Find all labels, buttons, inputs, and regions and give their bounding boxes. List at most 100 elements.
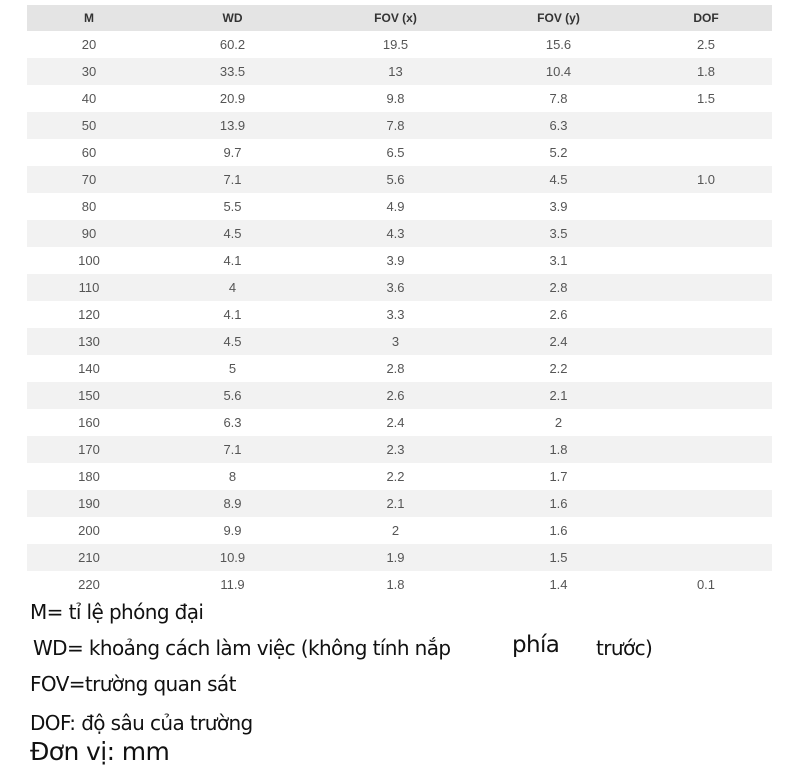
- table-row: 90 4.5 4.3 3.5: [27, 220, 772, 247]
- table-cell: 5.5: [223, 199, 242, 214]
- table-cell: 9.9: [223, 523, 242, 538]
- table-cell: 13: [314, 58, 477, 85]
- table-cell: 1.7: [549, 469, 568, 484]
- table-cell: 4.3: [314, 220, 477, 247]
- table-cell: [640, 436, 772, 463]
- column-header: FOV (x): [314, 5, 477, 31]
- table-cell: 33.5: [151, 58, 314, 85]
- table-row: 170 7.1 2.3 1.8: [27, 436, 772, 463]
- table-cell: 210: [27, 544, 151, 571]
- table-cell: 6.3: [477, 112, 640, 139]
- table-cell: 8.9: [151, 490, 314, 517]
- table-cell: 3.1: [549, 253, 568, 268]
- column-header: DOF: [640, 5, 772, 31]
- table-cell: 1.0: [640, 166, 772, 193]
- table-cell: [640, 274, 772, 301]
- table-row: 100 4.1 3.9 3.1: [27, 247, 772, 274]
- table-cell: [640, 409, 772, 436]
- table-cell: 190: [27, 490, 151, 517]
- table-row: 140 5 2.8 2.2: [27, 355, 772, 382]
- table-cell: 2.6: [314, 382, 477, 409]
- table-cell: 6.5: [386, 145, 405, 160]
- table-cell: 2.1: [314, 490, 477, 517]
- table-row: 80 5.5 4.9 3.9: [27, 193, 772, 220]
- table-row: 150 5.6 2.6 2.1: [27, 382, 772, 409]
- table-cell: 1.5: [477, 544, 640, 571]
- table-cell: 1.6: [477, 490, 640, 517]
- table-cell: 100: [78, 253, 100, 268]
- table-cell: 1.5: [696, 91, 716, 106]
- table-cell: 2.2: [549, 361, 568, 376]
- column-header: WD: [151, 5, 314, 31]
- table-cell: 40: [81, 91, 97, 106]
- table-cell: 220: [78, 577, 100, 592]
- table-cell: 4.5: [151, 220, 314, 247]
- table-header: M WD FOV (x) FOV (y) DOF: [27, 5, 772, 31]
- table-cell: [640, 220, 772, 247]
- table-cell: 20.9: [219, 91, 246, 106]
- table-cell: 1.9: [314, 544, 477, 571]
- table-cell: 5.6: [151, 382, 314, 409]
- table-cell: [640, 463, 772, 490]
- table-cell: 90: [27, 220, 151, 247]
- note-dof: DOF: độ sâu của trường: [30, 711, 253, 735]
- table-cell: 3.3: [386, 307, 405, 322]
- table-cell: 30: [27, 58, 151, 85]
- table-row: 30 33.5 13 10.4 1.8: [27, 58, 772, 85]
- table-cell: 150: [27, 382, 151, 409]
- table-cell: 2: [554, 415, 563, 430]
- note-wd: WD= khoảng cách làm việc (không tính nắp: [33, 636, 451, 660]
- table-cell: 60.2: [219, 37, 246, 52]
- table-cell: 9.7: [223, 145, 242, 160]
- table-cell: 6.3: [223, 415, 242, 430]
- table-cell: 8: [228, 469, 237, 484]
- table-cell: 140: [78, 361, 100, 376]
- table-cell: [640, 301, 772, 328]
- table-cell: 7.8: [549, 91, 568, 106]
- table-row: 60 9.7 6.5 5.2: [27, 139, 772, 166]
- table-cell: 4.1: [223, 253, 242, 268]
- table-cell: 1.8: [640, 58, 772, 85]
- table-row: 200 9.9 2 1.6: [27, 517, 772, 544]
- table-cell: 3: [314, 328, 477, 355]
- note-wd-truoc: trước): [596, 636, 653, 660]
- column-header: FOV (y): [477, 5, 640, 31]
- table-cell: 1.6: [549, 523, 568, 538]
- table-cell: 7.1: [151, 436, 314, 463]
- note-fov: FOV=trường quan sát: [30, 672, 236, 696]
- table-cell: 70: [27, 166, 151, 193]
- table-cell: [640, 328, 772, 355]
- table-cell: 80: [81, 199, 97, 214]
- table-cell: 2.5: [696, 37, 716, 52]
- table-cell: 7.1: [151, 166, 314, 193]
- table-cell: [640, 193, 772, 220]
- table-cell: 2.2: [386, 469, 405, 484]
- table-cell: 4.5: [151, 328, 314, 355]
- column-header: M: [27, 5, 151, 31]
- table-row: 110 4 3.6 2.8: [27, 274, 772, 301]
- note-wd-phia: phía: [512, 632, 560, 658]
- table-cell: 2.4: [477, 328, 640, 355]
- table-cell: 3.9: [386, 253, 405, 268]
- table-cell: 180: [78, 469, 100, 484]
- table-cell: 9.8: [386, 91, 405, 106]
- table-cell: 3.9: [549, 199, 568, 214]
- table-cell: 1.4: [549, 577, 568, 592]
- table-cell: 19.5: [382, 37, 409, 52]
- table-cell: 10.4: [477, 58, 640, 85]
- table-cell: [640, 490, 772, 517]
- table-cell: 4.1: [223, 307, 242, 322]
- table-cell: 170: [27, 436, 151, 463]
- table-cell: 1.8: [477, 436, 640, 463]
- table-row: 120 4.1 3.3 2.6: [27, 301, 772, 328]
- table-cell: [640, 382, 772, 409]
- table-cell: 50: [27, 112, 151, 139]
- table-cell: [640, 517, 772, 544]
- table-cell: 2.1: [477, 382, 640, 409]
- table-cell: [640, 112, 772, 139]
- table-row: 40 20.9 9.8 7.8 1.5: [27, 85, 772, 112]
- table-row: 210 10.9 1.9 1.5: [27, 544, 772, 571]
- table-cell: 2.3: [314, 436, 477, 463]
- table-cell: 2: [391, 523, 400, 538]
- table-cell: 7.8: [314, 112, 477, 139]
